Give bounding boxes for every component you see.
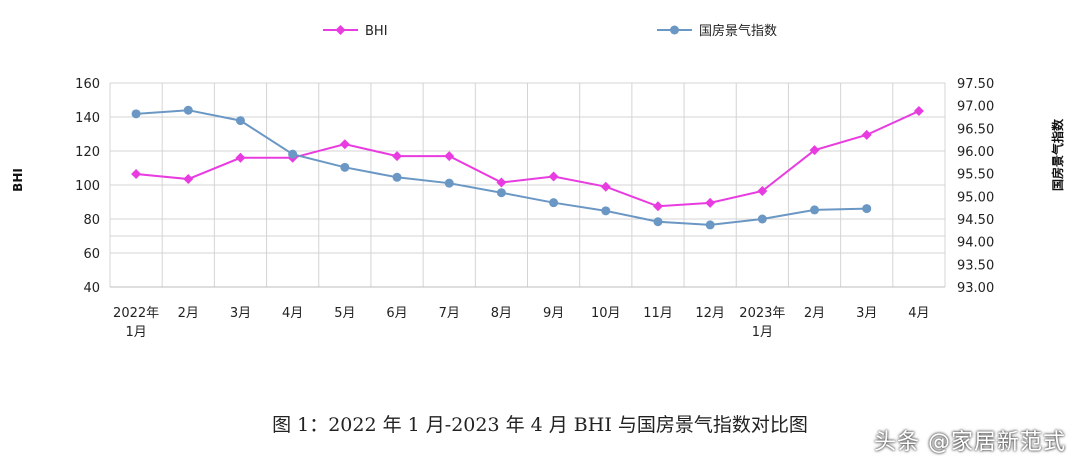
x-tick-label: 1月 xyxy=(125,325,146,340)
data-point-bhi xyxy=(131,168,142,179)
x-tick-label: 2022年 xyxy=(113,306,159,321)
y-left-tick-label: 40 xyxy=(83,281,100,296)
series-line-guofang xyxy=(136,109,867,226)
x-tick-label: 2月 xyxy=(804,306,825,321)
series-line-bhi xyxy=(135,110,920,208)
data-point-guofang xyxy=(549,198,559,208)
legend-marker xyxy=(670,25,679,35)
y-left-tick-label: 80 xyxy=(83,213,100,228)
data-point-guofang xyxy=(340,162,350,172)
y-right-tick-label: 95.00 xyxy=(957,190,994,205)
data-point-guofang xyxy=(131,109,141,119)
y-right-tick-label: 93.00 xyxy=(957,281,994,296)
data-point-guofang xyxy=(183,105,193,115)
x-tick-label: 9月 xyxy=(543,306,564,321)
data-point-guofang xyxy=(496,188,506,198)
data-point-guofang xyxy=(235,116,245,126)
data-point-bhi xyxy=(548,171,559,182)
y-left-tick-label: 120 xyxy=(75,145,100,160)
data-point-guofang xyxy=(862,204,872,214)
data-point-bhi xyxy=(496,177,507,188)
data-point-bhi xyxy=(392,151,403,162)
y-right-tick-label: 94.50 xyxy=(957,213,994,228)
dual-axis-line-chart: 40 60 80 100 120 140 160 93.00 93.50 94.00 94.50 95… xyxy=(11,23,1065,340)
figure-caption: 图 1：2022 年 1 月-2023 年 4 月 BHI 与国房景气指数对比图 xyxy=(272,414,808,436)
y-left-axis-title: BHI xyxy=(11,168,25,192)
y-right-tick-label: 97.50 xyxy=(957,77,994,92)
data-point-bhi xyxy=(861,129,872,140)
y-right-tick-label: 96.50 xyxy=(957,122,994,137)
data-point-bhi xyxy=(183,174,194,185)
y-left-tick-label: 140 xyxy=(75,111,100,126)
data-point-guofang xyxy=(601,206,611,216)
x-tick-label: 8月 xyxy=(491,306,512,321)
data-point-guofang xyxy=(653,217,663,227)
y-right-tick-label: 93.50 xyxy=(957,258,994,273)
data-point-bhi xyxy=(600,181,611,192)
y-right-tick-label: 94.00 xyxy=(957,236,994,251)
legend-label: BHI xyxy=(365,24,388,39)
data-point-bhi xyxy=(913,106,924,117)
x-tick-label: 3月 xyxy=(856,306,877,321)
x-tick-label: 3月 xyxy=(230,306,251,321)
y-left-tick-label: 160 xyxy=(75,77,100,92)
x-tick-label: 10月 xyxy=(591,306,621,321)
x-tick-label: 6月 xyxy=(386,306,407,321)
data-point-bhi xyxy=(652,201,663,212)
x-tick-label: 7月 xyxy=(439,306,460,321)
x-tick-label: 2023年 xyxy=(739,306,785,321)
x-tick-label: 4月 xyxy=(282,306,303,321)
legend-marker xyxy=(335,25,346,35)
data-point-guofang xyxy=(705,220,715,230)
x-tick-label: 12月 xyxy=(695,306,725,321)
y-right-tick-label: 95.50 xyxy=(957,168,994,183)
y-right-tick-label: 97.00 xyxy=(957,100,994,115)
data-point-bhi xyxy=(809,145,820,156)
x-tick-label: 4月 xyxy=(908,306,929,321)
x-tick-label: 2月 xyxy=(178,306,199,321)
data-point-guofang xyxy=(757,214,767,224)
data-point-bhi xyxy=(444,151,455,162)
legend-label: 国房景气指数 xyxy=(699,23,777,39)
data-point-guofang xyxy=(444,178,454,188)
data-point-guofang xyxy=(392,172,402,182)
data-point-bhi xyxy=(235,152,246,163)
data-point-bhi xyxy=(705,197,716,208)
data-point-guofang xyxy=(810,205,820,215)
data-point-bhi xyxy=(339,139,350,150)
x-tick-label: 5月 xyxy=(334,306,355,321)
y-left-tick-label: 60 xyxy=(83,247,100,262)
watermark: 头条 @家居新范式 xyxy=(874,430,1066,455)
x-tick-label: 1月 xyxy=(752,325,773,340)
data-point-guofang xyxy=(288,149,298,159)
y-right-tick-label: 96.00 xyxy=(957,145,994,160)
y-left-tick-label: 100 xyxy=(75,179,100,194)
data-point-bhi xyxy=(757,185,768,196)
y-right-axis-title: 国房景气指数 xyxy=(1050,118,1065,191)
x-tick-label: 11月 xyxy=(643,306,673,321)
